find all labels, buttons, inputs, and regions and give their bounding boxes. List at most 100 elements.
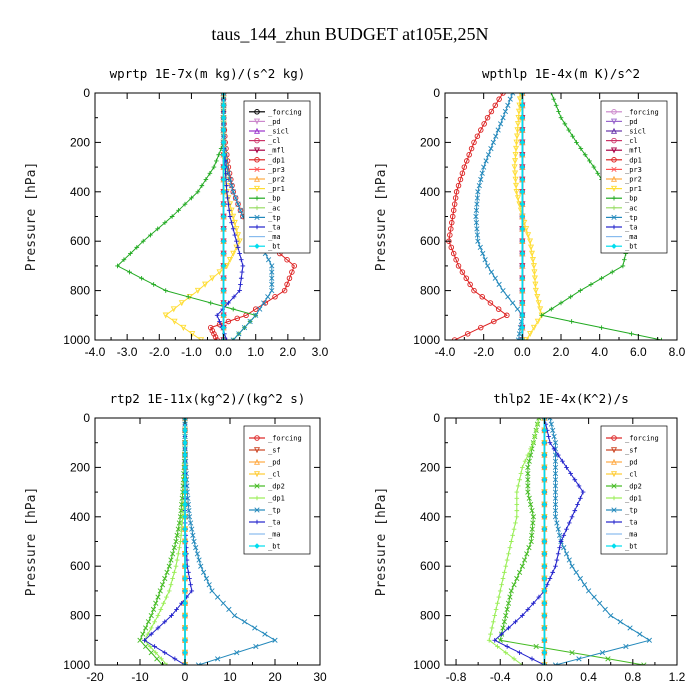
- data-point: [185, 495, 191, 501]
- data-point: [514, 575, 520, 582]
- data-point: [526, 458, 532, 464]
- data-point: [480, 250, 486, 257]
- data-point: [121, 257, 127, 263]
- data-point: [519, 275, 526, 281]
- legend-label: _ta: [268, 224, 281, 232]
- data-point: [532, 281, 539, 288]
- data-point: [488, 269, 495, 275]
- data-point: [564, 465, 569, 470]
- y-tick-label: 400: [420, 185, 440, 199]
- data-point: [527, 238, 534, 245]
- y-tick-label: 800: [420, 609, 440, 623]
- data-point: [178, 533, 184, 538]
- x-tick-label: -1.0: [181, 345, 202, 359]
- legend-label: _dp2: [268, 483, 285, 491]
- data-point: [564, 526, 569, 532]
- data-point: [147, 644, 153, 649]
- data-point: [230, 189, 236, 195]
- data-point: [448, 244, 455, 251]
- data-point: [169, 214, 175, 219]
- data-point: [155, 613, 161, 618]
- data-point: [546, 434, 551, 439]
- legend-marker: [254, 435, 260, 441]
- data-point: [519, 176, 526, 183]
- data-point: [225, 318, 232, 325]
- data-point: [531, 440, 536, 445]
- data-point: [206, 582, 212, 588]
- y-tick-label: 0: [83, 86, 90, 100]
- data-point: [641, 662, 647, 665]
- data-point: [216, 269, 223, 276]
- data-point: [216, 152, 222, 158]
- legend-marker: [611, 109, 617, 115]
- data-point: [247, 318, 253, 325]
- data-point: [508, 588, 514, 594]
- data-point: [464, 158, 470, 164]
- data-point: [159, 656, 164, 662]
- data-point: [496, 96, 502, 102]
- legend-label: _dp1: [268, 156, 285, 164]
- data-point: [453, 256, 459, 263]
- data-point: [547, 418, 553, 421]
- data-point: [265, 294, 271, 300]
- data-point: [507, 96, 513, 102]
- legend-label: _pr2: [625, 176, 642, 184]
- data-point: [620, 263, 626, 269]
- data-point: [220, 139, 227, 146]
- x-tick-label: 0.4: [580, 670, 597, 684]
- data-point: [473, 220, 480, 226]
- data-point: [541, 588, 548, 594]
- data-point: [163, 288, 169, 293]
- data-point: [541, 600, 548, 606]
- data-point: [145, 619, 152, 625]
- data-point: [237, 251, 242, 256]
- legend-label: _ma: [268, 233, 281, 241]
- legend-marker: [611, 543, 617, 549]
- data-point: [539, 313, 544, 318]
- data-point: [189, 331, 196, 338]
- data-point: [515, 337, 522, 340]
- data-point: [214, 313, 220, 318]
- data-point: [523, 337, 530, 340]
- legend-label: _ma: [625, 531, 638, 539]
- data-point: [517, 650, 522, 655]
- data-point: [490, 139, 496, 146]
- data-point: [541, 526, 548, 532]
- data-point: [495, 600, 500, 606]
- data-point: [552, 458, 559, 464]
- legend-label: _cl: [268, 471, 281, 479]
- data-point: [514, 306, 521, 312]
- data-point: [471, 287, 477, 294]
- data-point: [220, 176, 227, 183]
- data-point: [558, 539, 564, 544]
- x-tick-label: -4.0: [435, 345, 456, 359]
- legend-marker: [254, 507, 260, 513]
- data-point: [514, 195, 522, 202]
- data-point: [189, 526, 195, 532]
- data-point: [174, 532, 180, 538]
- data-point: [212, 334, 219, 340]
- data-point: [500, 625, 506, 631]
- data-point: [550, 427, 556, 433]
- data-point: [182, 201, 188, 207]
- data-point: [532, 287, 539, 294]
- data-point: [269, 287, 275, 294]
- data-point: [176, 208, 181, 213]
- data-point: [187, 576, 192, 581]
- data-point: [492, 613, 498, 618]
- data-point: [578, 288, 583, 293]
- data-point: [233, 195, 239, 201]
- data-point: [237, 288, 242, 293]
- y-tick-label: 800: [70, 609, 90, 623]
- y-tick-label: 200: [420, 460, 440, 474]
- legend-label: _dp1: [268, 495, 285, 503]
- legend-label: _pd: [625, 459, 638, 467]
- data-point: [495, 306, 502, 312]
- data-point: [503, 650, 509, 655]
- legend-marker: [253, 147, 261, 154]
- data-point: [220, 300, 227, 306]
- data-point: [552, 514, 559, 520]
- data-point: [478, 127, 484, 133]
- data-point: [473, 213, 479, 220]
